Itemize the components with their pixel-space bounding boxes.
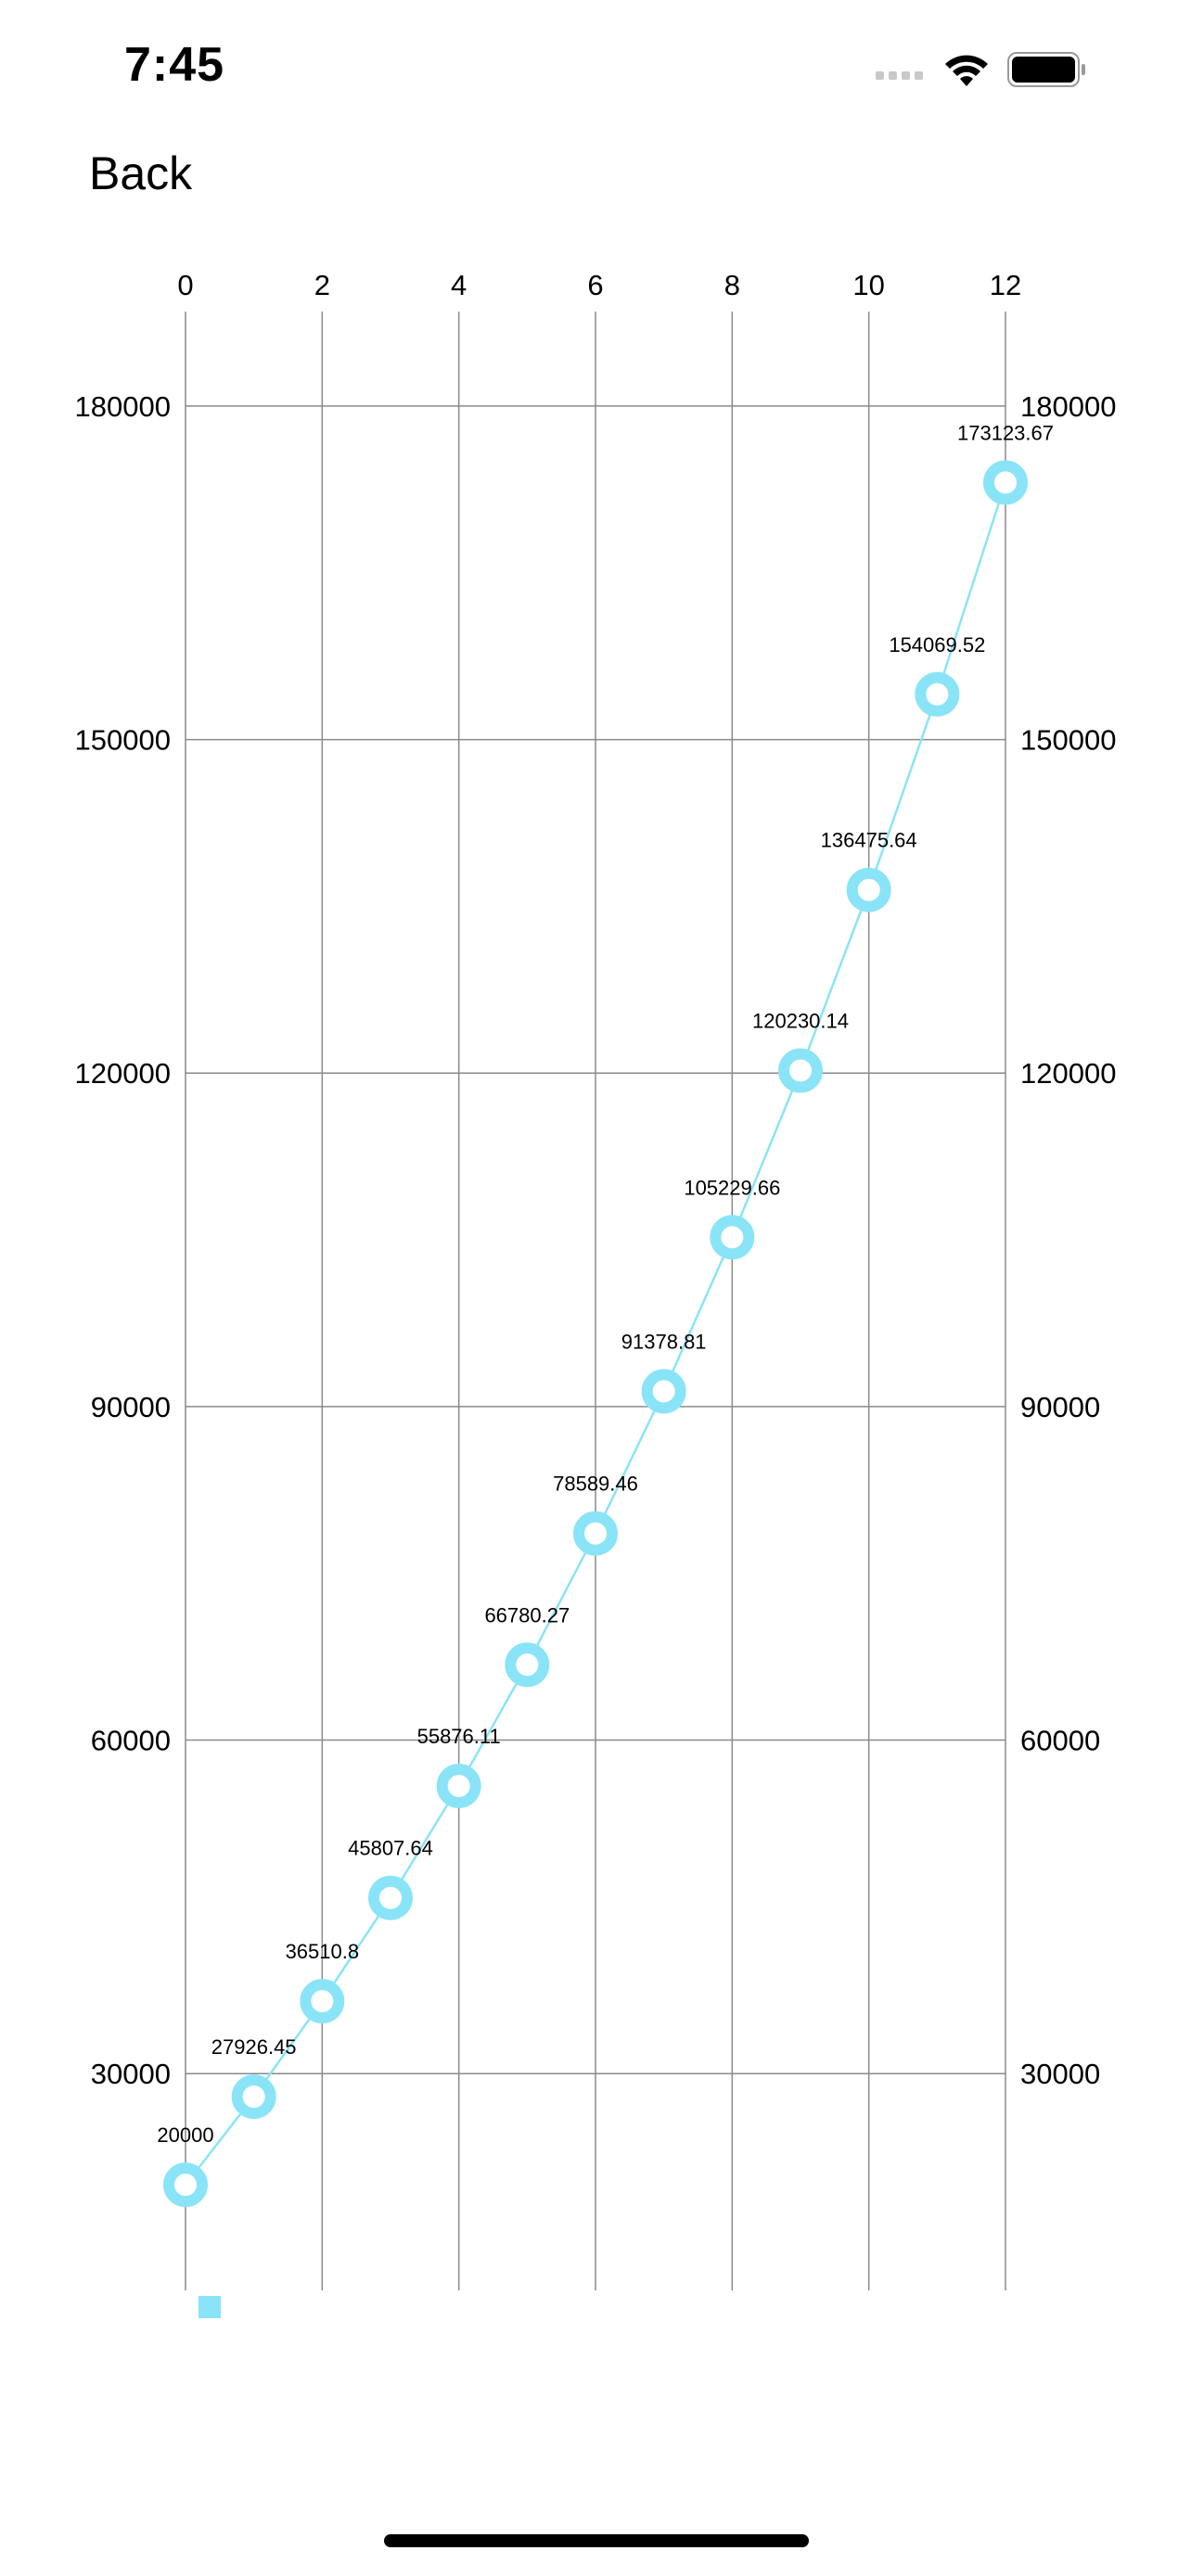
data-point — [641, 1369, 686, 1414]
y-tick-label-right: 150000 — [1020, 724, 1116, 757]
data-point — [436, 1763, 481, 1808]
legend-swatch — [198, 2296, 221, 2318]
y-tick-label-right: 120000 — [1020, 1057, 1116, 1090]
signal-dots-icon — [876, 71, 923, 80]
data-point — [983, 460, 1028, 505]
x-tick-label: 2 — [314, 269, 330, 301]
series-points — [163, 460, 1028, 2208]
data-label: 55876.11 — [417, 1725, 501, 1748]
data-label: 36510.8 — [286, 1940, 360, 1963]
axes: 0 2 4 6 8 10 12 30000 60000 90000 120000 150000 1800… — [75, 269, 1117, 2090]
y-tick-label-right: 180000 — [1020, 390, 1116, 423]
data-label: 154069.52 — [889, 633, 985, 657]
y-tick-label-left: 90000 — [91, 1391, 171, 1423]
y-tick-label-left: 60000 — [91, 1725, 171, 1757]
y-tick-label-left: 30000 — [91, 2058, 171, 2090]
x-tick-label: 8 — [724, 269, 740, 301]
x-tick-label: 10 — [852, 269, 884, 301]
data-label: 66780.27 — [484, 1603, 570, 1626]
data-label: 105229.66 — [684, 1176, 780, 1199]
data-point — [368, 1875, 413, 1920]
home-indicator[interactable] — [384, 2534, 809, 2547]
wifi-icon — [945, 55, 988, 86]
grid — [185, 312, 1006, 2290]
data-labels: 20000 27926.45 36510.8 45807.64 55876.11 6678… — [157, 421, 1054, 2147]
data-label: 91378.81 — [621, 1330, 707, 1353]
data-label: 173123.67 — [957, 421, 1054, 444]
data-point — [915, 671, 960, 717]
y-tick-label-left: 120000 — [75, 1057, 171, 1090]
data-label: 45807.64 — [348, 1837, 433, 1860]
data-point — [778, 1048, 823, 1093]
data-point — [846, 867, 891, 912]
x-tick-label: 6 — [587, 269, 603, 301]
data-label: 78589.46 — [553, 1473, 638, 1496]
y-tick-label-left: 150000 — [75, 724, 171, 757]
back-button[interactable]: Back — [89, 147, 193, 199]
data-label: 27926.45 — [211, 2035, 297, 2059]
y-tick-label-left: 180000 — [75, 390, 171, 423]
data-label: 20000 — [157, 2123, 213, 2147]
data-label: 136475.64 — [821, 829, 917, 852]
legend — [198, 2296, 221, 2318]
battery-icon — [1007, 52, 1085, 87]
data-point — [505, 1642, 550, 1688]
data-point — [163, 2162, 208, 2208]
y-tick-label-right: 90000 — [1020, 1391, 1100, 1423]
y-tick-label-right: 30000 — [1020, 2058, 1100, 2090]
status-icons — [876, 52, 1085, 87]
data-point — [710, 1215, 755, 1260]
status-time: 7:45 — [124, 38, 225, 92]
status-bar: 7:45 — [0, 0, 1191, 139]
x-tick-label: 12 — [990, 269, 1021, 301]
data-point — [231, 2074, 276, 2120]
data-point — [300, 1979, 345, 2024]
x-tick-label: 4 — [451, 269, 467, 301]
data-point — [573, 1511, 618, 1556]
y-tick-label-right: 60000 — [1020, 1725, 1100, 1757]
x-tick-label: 0 — [177, 269, 193, 301]
data-label: 120230.14 — [752, 1009, 849, 1032]
